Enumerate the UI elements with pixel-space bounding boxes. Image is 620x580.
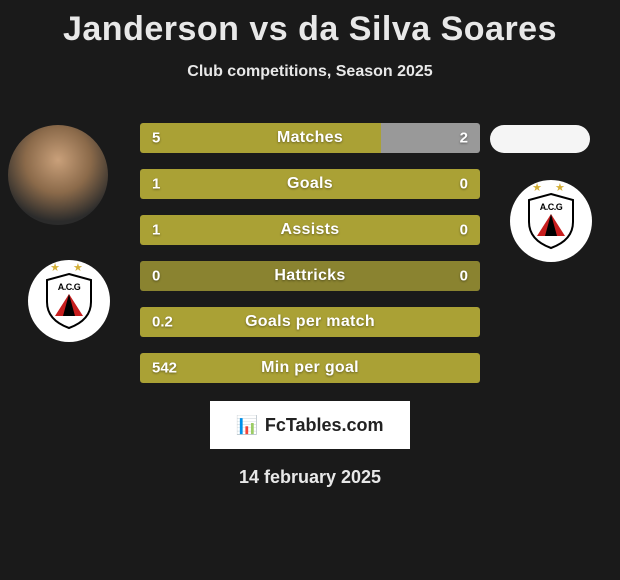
stat-label: Min per goal [261, 359, 359, 377]
stat-row: 1 0 Goals [140, 169, 480, 199]
stat-label: Hattricks [274, 267, 345, 285]
chart-icon: 📊 [236, 415, 258, 436]
date-text: 14 february 2025 [0, 467, 620, 488]
stat-row: 0 0 Hattricks [140, 261, 480, 291]
stat-value-left: 0 [152, 268, 160, 285]
stat-value-right: 2 [460, 130, 468, 147]
stat-label: Assists [280, 221, 339, 239]
stat-value-left: 542 [152, 360, 177, 377]
stat-value-right: 0 [460, 222, 468, 239]
stat-row: 0.2 Goals per match [140, 307, 480, 337]
stat-row: 5 2 Matches [140, 123, 480, 153]
stat-row: 1 0 Assists [140, 215, 480, 245]
stat-value-left: 1 [152, 222, 160, 239]
stat-value-left: 0.2 [152, 314, 173, 331]
brand-box[interactable]: 📊 FcTables.com [210, 401, 410, 449]
stat-label: Matches [277, 129, 343, 147]
stats-bars: 5 2 Matches 1 0 Goals 1 0 Assists 0 0 Hattricks 0.2 G… [140, 123, 480, 383]
stat-label: Goals per match [245, 313, 375, 331]
stat-row: 542 Min per goal [140, 353, 480, 383]
brand-text: FcTables.com [265, 415, 384, 436]
stat-value-right: 0 [460, 176, 468, 193]
stat-value-left: 1 [152, 176, 160, 193]
stat-bar-left [140, 123, 381, 153]
stat-value-left: 5 [152, 130, 160, 147]
subtitle: Club competitions, Season 2025 [0, 63, 620, 81]
stat-value-right: 0 [460, 268, 468, 285]
page-title: Janderson vs da Silva Soares [0, 0, 620, 49]
stat-label: Goals [287, 175, 333, 193]
